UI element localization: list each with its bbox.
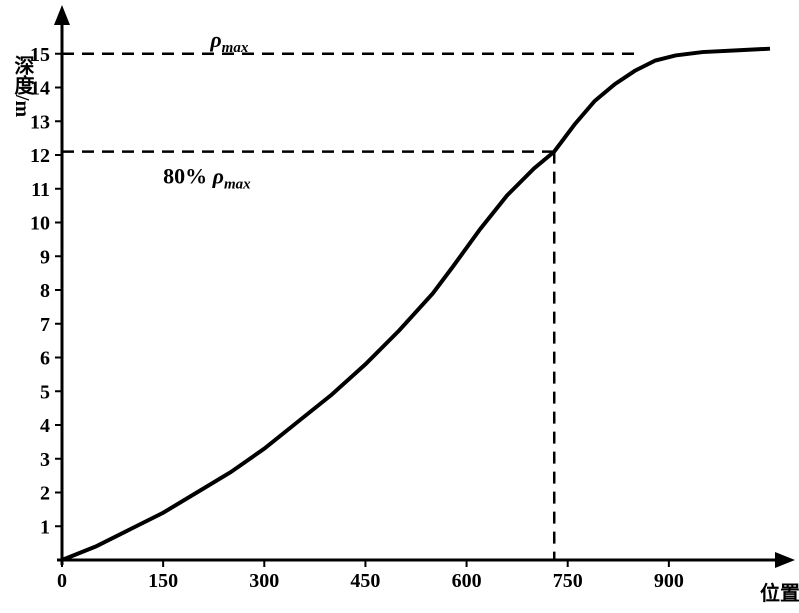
x-tick-label: 150 <box>148 570 178 592</box>
y-axis-arrow <box>54 5 70 25</box>
x-axis-arrow <box>775 552 795 568</box>
y-tick-label: 9 <box>40 246 50 268</box>
y-tick-label: 7 <box>40 314 50 336</box>
x-axis-label: 位置/m <box>760 581 799 605</box>
y-tick-label: 12 <box>30 145 50 167</box>
x-tick-label: 900 <box>654 570 684 592</box>
rho-80-label: 80% ρmax <box>163 164 251 193</box>
y-tick-label: 5 <box>40 381 50 403</box>
x-tick-label: 600 <box>452 570 482 592</box>
y-tick-label: 8 <box>40 280 50 302</box>
y-tick-label: 1 <box>40 516 50 538</box>
y-tick-label: 14 <box>30 78 50 100</box>
y-tick-label: 2 <box>40 483 50 505</box>
rho-max-label: ρmax <box>209 27 249 56</box>
y-tick-label: 6 <box>40 348 50 370</box>
y-tick-label: 3 <box>40 449 50 471</box>
x-tick-label: 300 <box>249 570 279 592</box>
y-tick-label: 15 <box>30 44 50 66</box>
chart-container: 0150300450600750900位置/m12345678910111213… <box>0 0 799 613</box>
x-tick-label: 450 <box>350 570 380 592</box>
x-tick-label: 0 <box>57 570 67 592</box>
y-tick-label: 4 <box>40 415 50 437</box>
x-tick-label: 750 <box>553 570 583 592</box>
chart-svg: 0150300450600750900位置/m12345678910111213… <box>0 0 799 613</box>
y-axis-label: 深度/m <box>11 55 34 118</box>
y-tick-label: 10 <box>30 213 50 235</box>
data-curve <box>62 49 770 560</box>
y-tick-label: 13 <box>30 111 50 133</box>
y-tick-label: 11 <box>31 179 50 201</box>
